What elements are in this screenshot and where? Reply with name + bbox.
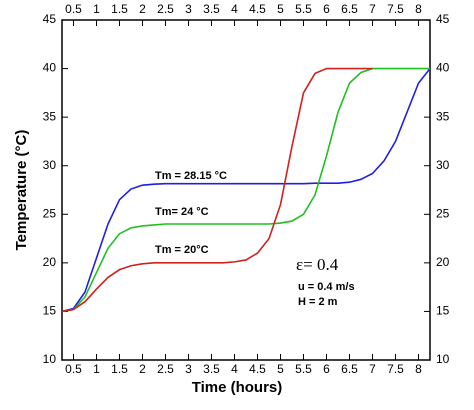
x-tick-label: 4 (231, 362, 238, 376)
y-tick-label: 45 (43, 12, 57, 26)
x2-tick-label: 3.5 (203, 2, 220, 16)
x2-tick-label: 5.5 (295, 2, 312, 16)
x2-tick-label: 4.5 (249, 2, 266, 16)
x-tick-label: 6.5 (341, 362, 358, 376)
y-axis-label: Temperature (°C) (13, 130, 30, 251)
y-tick-label: 10 (43, 352, 57, 366)
x-tick-label: 4.5 (249, 362, 266, 376)
x2-tick-label: 3 (185, 2, 192, 16)
x2-tick-label: 6 (323, 2, 330, 16)
x-tick-label: 3 (185, 362, 192, 376)
y-tick-label: 30 (43, 158, 57, 172)
series-label: Tm = 20°C (155, 244, 209, 256)
series-line (61, 68, 431, 313)
y2-tick-label: 15 (436, 304, 450, 318)
annotation: u = 0.4 m/s (298, 281, 355, 293)
annotation: ε= 0.4 (296, 255, 339, 274)
x2-tick-label: 7 (369, 2, 376, 16)
series-line (61, 67, 373, 313)
y-tick-label: 35 (43, 109, 57, 123)
x-tick-label: 2 (139, 362, 146, 376)
annotation: H = 2 m (298, 296, 338, 308)
y-tick-label: 15 (43, 304, 57, 318)
x-tick-label: 5.5 (295, 362, 312, 376)
y2-tick-label: 25 (436, 206, 450, 220)
x-tick-label: 7 (369, 362, 376, 376)
x-tick-label: 5 (277, 362, 284, 376)
x2-tick-label: 2 (139, 2, 146, 16)
x-tick-label: 8 (415, 362, 422, 376)
x2-tick-label: 6.5 (341, 2, 358, 16)
x2-tick-label: 4 (231, 2, 238, 16)
y2-tick-label: 30 (436, 158, 450, 172)
x2-tick-label: 2.5 (157, 2, 174, 16)
x-tick-label: 3.5 (203, 362, 220, 376)
plot-frame (61, 19, 431, 361)
x-tick-label: 0.5 (65, 362, 82, 376)
x-tick-label: 1.5 (111, 362, 128, 376)
y2-tick-label: 45 (436, 12, 450, 26)
x-tick-label: 7.5 (387, 362, 404, 376)
x2-tick-label: 0.5 (65, 2, 82, 16)
y-tick-label: 20 (43, 255, 57, 269)
series-label: Tm = 28.15 °C (155, 170, 227, 182)
y2-tick-label: 20 (436, 255, 450, 269)
y2-tick-label: 10 (436, 352, 450, 366)
y-tick-label: 40 (43, 61, 57, 75)
x2-tick-label: 5 (277, 2, 284, 16)
series-label: Tm= 24 °C (155, 206, 209, 218)
x-tick-label: 6 (323, 362, 330, 376)
y2-tick-label: 35 (436, 109, 450, 123)
x-axis-label: Time (hours) (192, 379, 283, 396)
y-tick-label: 25 (43, 206, 57, 220)
x-tick-label: 2.5 (157, 362, 174, 376)
x2-tick-label: 1.5 (111, 2, 128, 16)
y2-tick-label: 40 (436, 61, 450, 75)
series-line (61, 67, 430, 313)
x2-tick-label: 7.5 (387, 2, 404, 16)
x2-tick-label: 8 (415, 2, 422, 16)
x2-tick-label: 1 (93, 2, 100, 16)
x-tick-label: 1 (93, 362, 100, 376)
